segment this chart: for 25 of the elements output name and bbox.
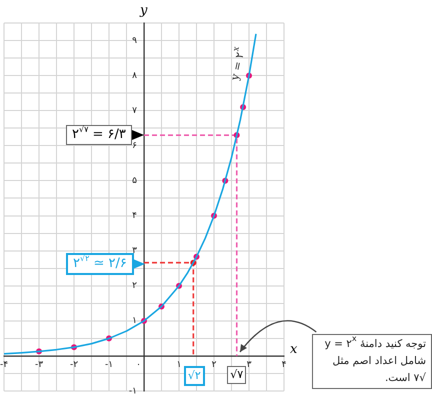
x-tick-label: ۳ (246, 360, 252, 370)
y-tick-label: ۲ (132, 281, 138, 292)
annotation: √۲ (184, 366, 205, 386)
y-tick-label: ۵ (132, 176, 138, 186)
x-axis-title: x (290, 342, 298, 358)
y-tick-label: ۷ (132, 106, 138, 116)
x-tick-label: ۱ (176, 360, 182, 370)
annotation: √۷ (227, 366, 246, 384)
annotation: ۲$^{√۷}$ = ۶/۳ (66, 125, 132, 146)
y-tick-label: ۹ (132, 36, 138, 46)
y-tick-label: ۳ (132, 246, 138, 256)
y-tick-label: ۶ (132, 141, 138, 152)
y-tick-label: ۴ (132, 211, 138, 222)
x-tick-label: -۳ (34, 360, 44, 370)
y-tick-label: -۱ (128, 386, 137, 395)
x-tick-label: -۱ (104, 360, 114, 370)
y-tick-label: ۱ (132, 316, 137, 326)
x-tick-label: ۴ (282, 360, 287, 370)
x-tick-label: ۰ (136, 360, 141, 370)
x-tick-label: -۴ (0, 360, 8, 370)
annotation: ۲$^{√۲}$ ≃ ۲/۶ (66, 252, 134, 275)
x-tick-label: ۲ (212, 360, 217, 370)
y-axis-title: y (140, 3, 148, 19)
x-tick-label: -۲ (70, 360, 78, 370)
y-tick-label: ۸ (132, 70, 138, 81)
